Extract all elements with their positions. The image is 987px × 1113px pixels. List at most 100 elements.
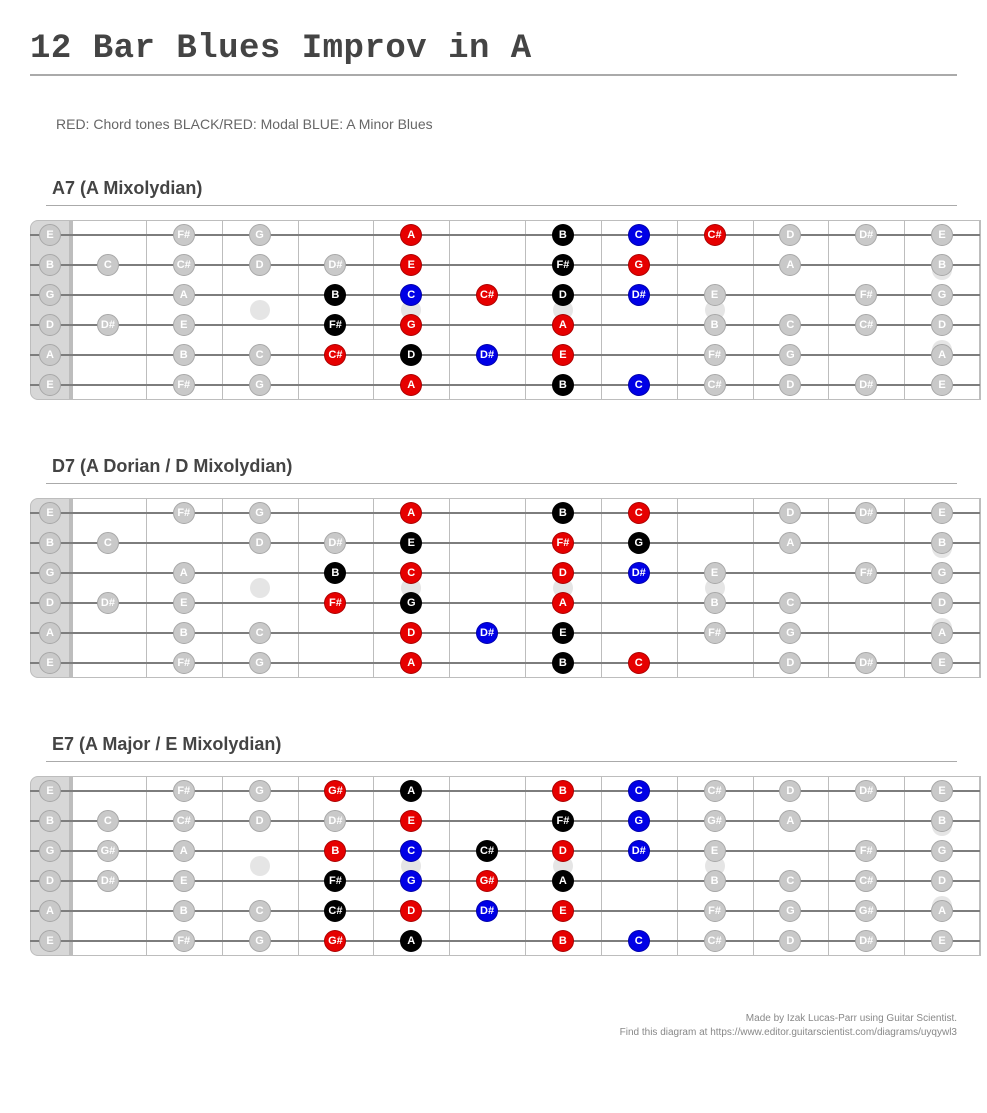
note-dot: A xyxy=(400,502,422,524)
note-dot: A xyxy=(173,284,195,306)
note-dot: B xyxy=(552,502,574,524)
open-string-label: E xyxy=(39,224,61,246)
note-dot: C# xyxy=(476,284,498,306)
note-dot: C xyxy=(628,780,650,802)
open-string-label: G xyxy=(39,284,61,306)
fret-line xyxy=(753,220,754,400)
note-dot: D# xyxy=(628,840,650,862)
fret-line xyxy=(753,776,754,956)
fret-marker xyxy=(250,300,270,320)
note-dot: G xyxy=(249,502,271,524)
note-dot: D xyxy=(779,502,801,524)
note-dot: C xyxy=(628,224,650,246)
note-dot: C# xyxy=(855,314,877,336)
note-dot: E xyxy=(552,344,574,366)
diagram-title: E7 (A Major / E Mixolydian) xyxy=(52,734,957,755)
note-dot: A xyxy=(552,314,574,336)
note-dot: G xyxy=(931,284,953,306)
note-dot: G xyxy=(628,532,650,554)
string-line xyxy=(30,542,980,544)
note-dot: C# xyxy=(173,254,195,276)
diagram-block: E7 (A Major / E Mixolydian)EBGDAEF#GG#AB… xyxy=(30,734,957,956)
note-dot: G# xyxy=(324,780,346,802)
note-dot: A xyxy=(400,224,422,246)
note-dot: G xyxy=(249,652,271,674)
note-dot: C# xyxy=(476,840,498,862)
note-dot: F# xyxy=(855,840,877,862)
note-dot: B xyxy=(173,900,195,922)
note-dot: D# xyxy=(324,532,346,554)
note-dot: D# xyxy=(324,810,346,832)
page-title: 12 Bar Blues Improv in A xyxy=(30,30,957,68)
note-dot: D xyxy=(249,254,271,276)
note-dot: E xyxy=(552,900,574,922)
note-dot: D# xyxy=(97,592,119,614)
diagram-block: D7 (A Dorian / D Mixolydian)EBGDAEF#GABC… xyxy=(30,456,957,678)
open-string-label: E xyxy=(39,652,61,674)
note-dot: C xyxy=(249,344,271,366)
note-dot: D# xyxy=(97,314,119,336)
fret-line xyxy=(677,498,678,678)
fret-line xyxy=(146,220,147,400)
note-dot: G xyxy=(249,224,271,246)
note-dot: D# xyxy=(476,622,498,644)
note-dot: F# xyxy=(704,900,726,922)
note-dot: E xyxy=(704,284,726,306)
fret-line xyxy=(449,220,450,400)
note-dot: E xyxy=(931,652,953,674)
open-string-label: D xyxy=(39,592,61,614)
fret-line xyxy=(677,776,678,956)
note-dot: A xyxy=(400,652,422,674)
open-string-label: E xyxy=(39,502,61,524)
diagram-rule xyxy=(46,205,957,206)
note-dot: E xyxy=(400,810,422,832)
note-dot: A xyxy=(400,374,422,396)
fret-line xyxy=(373,220,374,400)
note-dot: D xyxy=(779,780,801,802)
diagram-title: A7 (A Mixolydian) xyxy=(52,178,957,199)
fret-line xyxy=(601,220,602,400)
note-dot: C# xyxy=(704,374,726,396)
open-string-label: A xyxy=(39,900,61,922)
open-string-label: E xyxy=(39,780,61,802)
note-dot: B xyxy=(552,374,574,396)
note-dot: G xyxy=(400,870,422,892)
open-string-label: B xyxy=(39,810,61,832)
note-dot: A xyxy=(552,592,574,614)
note-dot: C# xyxy=(704,780,726,802)
fret-line xyxy=(980,220,981,400)
note-dot: A xyxy=(779,254,801,276)
note-dot: F# xyxy=(324,870,346,892)
note-dot: A xyxy=(779,810,801,832)
note-dot: A xyxy=(931,900,953,922)
fret-line xyxy=(753,498,754,678)
diagram-block: A7 (A Mixolydian)EBGDAEF#GABCC#DD#ECC#DD… xyxy=(30,178,957,400)
note-dot: E xyxy=(931,930,953,952)
note-dot: E xyxy=(704,562,726,584)
note-dot: D# xyxy=(855,780,877,802)
note-dot: G xyxy=(628,254,650,276)
note-dot: G# xyxy=(855,900,877,922)
diagrams-container: A7 (A Mixolydian)EBGDAEF#GABCC#DD#ECC#DD… xyxy=(30,178,957,956)
note-dot: D xyxy=(552,562,574,584)
fretboard: EBGDAEF#GABCC#DD#ECC#DD#EF#GABABCC#DD#EF… xyxy=(30,220,957,400)
open-string-label: E xyxy=(39,374,61,396)
open-string-label: D xyxy=(39,314,61,336)
fret-line xyxy=(828,776,829,956)
note-dot: D xyxy=(400,900,422,922)
note-dot: E xyxy=(931,224,953,246)
note-dot: F# xyxy=(855,284,877,306)
note-dot: B xyxy=(173,344,195,366)
nut-area xyxy=(30,776,70,956)
open-string-label: D xyxy=(39,870,61,892)
note-dot: F# xyxy=(173,780,195,802)
note-dot: C xyxy=(779,870,801,892)
note-dot: C xyxy=(249,622,271,644)
note-dot: E xyxy=(931,502,953,524)
note-dot: A xyxy=(400,780,422,802)
note-dot: B xyxy=(552,652,574,674)
note-dot: B xyxy=(931,532,953,554)
fret-line xyxy=(373,776,374,956)
note-dot: D# xyxy=(855,224,877,246)
note-dot: A xyxy=(552,870,574,892)
